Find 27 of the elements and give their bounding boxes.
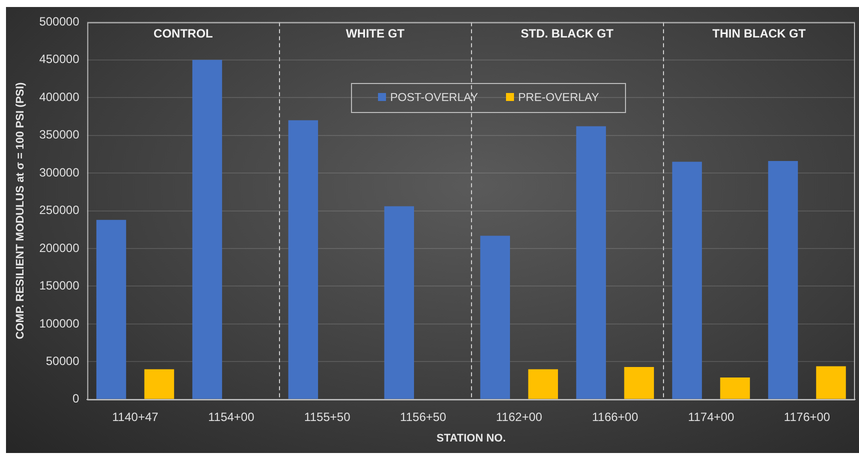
x-axis-title: STATION NO. [436, 432, 506, 444]
legend-label: PRE-OVERLAY [517, 92, 600, 104]
x-tick-label: 1174+00 [688, 410, 734, 424]
annotation: THIN BLACK GT [712, 26, 806, 41]
annotation: STD. BLACK GT [520, 26, 614, 41]
x-tick-label: 1155+50 [304, 410, 351, 424]
x-tick-label: 1162+00 [496, 410, 543, 424]
x-tick-label: 1166+00 [592, 410, 638, 424]
y-tick-label: 500000 [39, 14, 80, 29]
x-tick-label: 1176+00 [784, 410, 830, 424]
y-tick-label: 350000 [39, 128, 80, 142]
y-tick-label: 100000 [39, 316, 80, 330]
x-tick-label: 1156+50 [400, 410, 447, 424]
y-tick-label: 400000 [39, 90, 80, 104]
y-tick-label: 0 [72, 392, 80, 406]
y-tick-label: 300000 [39, 165, 80, 180]
y-tick-label: 250000 [39, 203, 80, 218]
annotation: CONTROL [154, 26, 213, 41]
legend-label: POST-OVERLAY [389, 92, 478, 104]
y-axis-title: COMP. RESILIENT MODULUS at σ = 100 PSI (PSI) [14, 82, 27, 340]
x-tick-label: 1154+00 [208, 410, 255, 424]
annotation: WHITE GT [346, 26, 406, 41]
y-tick-label: 450000 [39, 52, 80, 66]
y-tick-label: 200000 [39, 240, 80, 255]
y-tick-label: 50000 [46, 354, 80, 368]
y-tick-label: 150000 [39, 278, 80, 293]
x-tick-label: 1140+47 [112, 410, 159, 424]
